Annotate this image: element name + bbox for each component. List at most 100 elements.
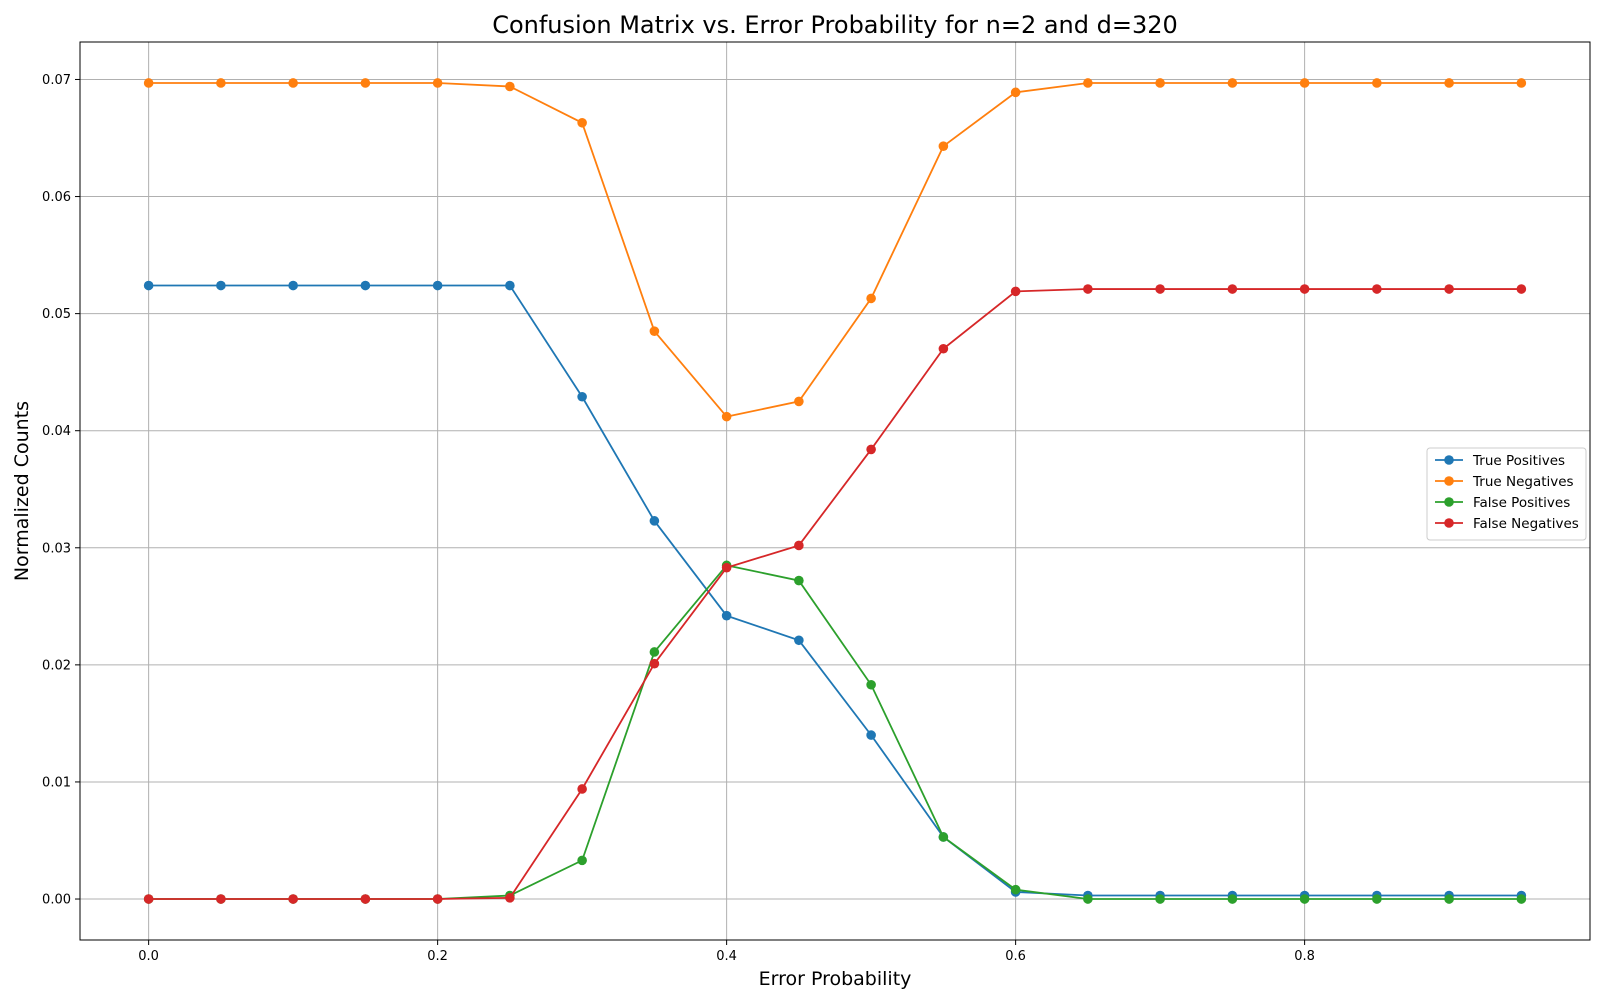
false-negatives-point bbox=[505, 893, 515, 903]
false-negatives-point bbox=[288, 894, 298, 904]
y-axis-title: Normalized Counts bbox=[11, 401, 33, 581]
false-negatives-point bbox=[143, 894, 154, 904]
true-positives-point bbox=[288, 280, 298, 291]
false-negatives-point bbox=[938, 343, 949, 354]
true-negatives-point bbox=[1516, 78, 1527, 88]
x-tick-label: 0.0 bbox=[138, 949, 159, 964]
true-negatives-point bbox=[794, 396, 804, 407]
false-negatives-point bbox=[1372, 284, 1382, 294]
true-negatives-point bbox=[1444, 78, 1454, 88]
false-positives-point bbox=[1010, 884, 1021, 895]
false-negatives-point bbox=[577, 784, 587, 794]
x-axis-title: Error Probability bbox=[759, 968, 912, 990]
true-positives-point bbox=[432, 280, 443, 291]
true-negatives-point bbox=[143, 78, 154, 88]
true-negatives-point bbox=[505, 81, 515, 92]
true-positives-point bbox=[794, 635, 804, 646]
true-positives-point bbox=[866, 730, 876, 740]
true-negatives-point bbox=[1227, 78, 1238, 88]
chart-title: Confusion Matrix vs. Error Probability f… bbox=[492, 11, 1178, 39]
false-negatives-point bbox=[1444, 284, 1454, 294]
false-negatives-point bbox=[360, 894, 371, 904]
false-negatives-point bbox=[721, 562, 732, 573]
true-negatives-point bbox=[1299, 78, 1310, 88]
series-true-negatives bbox=[143, 78, 1527, 422]
legend-label: False Positives bbox=[1473, 495, 1570, 511]
legend-swatch-marker bbox=[1444, 497, 1454, 507]
x-tick-label: 0.4 bbox=[716, 949, 737, 964]
true-negatives-point bbox=[1083, 78, 1093, 88]
false-positives-point bbox=[1227, 894, 1238, 904]
false-negatives-point bbox=[649, 658, 660, 669]
true-negatives-point bbox=[649, 326, 660, 336]
false-negatives-point bbox=[794, 540, 804, 551]
false-negatives-point bbox=[432, 894, 443, 904]
true-positives-point bbox=[505, 280, 515, 291]
false-positives-point bbox=[1372, 894, 1382, 904]
y-tick-label: 0.00 bbox=[42, 893, 71, 908]
false-positives-point bbox=[649, 647, 660, 657]
true-negatives-point bbox=[1010, 87, 1021, 98]
legend: True Positives True Negatives False Positi… bbox=[1426, 447, 1587, 541]
false-positives-point bbox=[866, 679, 876, 690]
true-negatives-point bbox=[577, 117, 587, 128]
true-positives-point bbox=[143, 280, 154, 291]
false-positives-point bbox=[1444, 894, 1454, 904]
false-negatives-point bbox=[1010, 286, 1021, 297]
false-negatives-point bbox=[1516, 284, 1527, 294]
legend-label: True Positives bbox=[1472, 453, 1565, 469]
y-tick-label: 0.07 bbox=[42, 73, 71, 88]
y-tick-label: 0.03 bbox=[42, 541, 71, 556]
false-negatives-point bbox=[1227, 284, 1238, 294]
y-tick-label: 0.01 bbox=[42, 775, 71, 790]
false-negatives-point bbox=[1155, 284, 1165, 294]
true-positives-line bbox=[148, 284, 1522, 897]
true-negatives-point bbox=[938, 141, 949, 152]
true-negatives-point bbox=[721, 411, 732, 422]
true-negatives-line bbox=[148, 82, 1522, 418]
true-negatives-point bbox=[1155, 78, 1165, 88]
true-positives-point bbox=[577, 391, 587, 402]
true-positives-point bbox=[721, 610, 732, 621]
plot-frame bbox=[79, 41, 1591, 941]
true-negatives-point bbox=[360, 78, 371, 88]
true-positives-point bbox=[360, 280, 371, 291]
y-tick-label: 0.02 bbox=[42, 658, 71, 673]
legend-swatch-marker bbox=[1444, 455, 1454, 465]
false-positives-point bbox=[794, 575, 804, 586]
false-positives-point bbox=[1155, 894, 1165, 904]
false-positives-point bbox=[938, 832, 949, 842]
legend-swatch-marker bbox=[1444, 476, 1454, 486]
true-negatives-point bbox=[432, 78, 443, 88]
legend-item-false-positives: False Positives bbox=[1435, 495, 1570, 511]
true-negatives-point bbox=[216, 78, 226, 88]
legend-label: False Negatives bbox=[1473, 516, 1579, 532]
x-tick-label: 0.8 bbox=[1294, 949, 1315, 964]
y-tick-label: 0.04 bbox=[42, 424, 71, 439]
legend-item-true-negatives: True Negatives bbox=[1435, 474, 1574, 490]
true-positives-point bbox=[216, 280, 226, 291]
y-tick-label: 0.05 bbox=[42, 307, 71, 322]
legend-label: True Negatives bbox=[1472, 474, 1574, 490]
false-negatives-line bbox=[148, 288, 1522, 900]
legend-swatch-marker bbox=[1444, 518, 1454, 528]
axis-ticks: 0.0 0.2 0.4 0.6 0.8 0.00 0.01 0.02 0.03 0.04 0.05 0… bbox=[42, 73, 1315, 964]
legend-box bbox=[1426, 447, 1587, 541]
false-positives-point bbox=[1299, 894, 1310, 904]
true-negatives-point bbox=[288, 78, 298, 88]
series-layer bbox=[143, 78, 1527, 904]
y-tick-label: 0.06 bbox=[42, 190, 71, 205]
false-negatives-point bbox=[1083, 284, 1093, 294]
true-negatives-point bbox=[1372, 78, 1382, 88]
series-false-negatives bbox=[143, 284, 1527, 904]
false-positives-point bbox=[1516, 894, 1527, 904]
true-negatives-point bbox=[866, 293, 876, 304]
false-negatives-point bbox=[1299, 284, 1310, 294]
false-negatives-point bbox=[216, 894, 226, 904]
true-positives-point bbox=[649, 516, 660, 526]
false-positives-point bbox=[1083, 894, 1093, 904]
false-positives-point bbox=[577, 855, 587, 866]
